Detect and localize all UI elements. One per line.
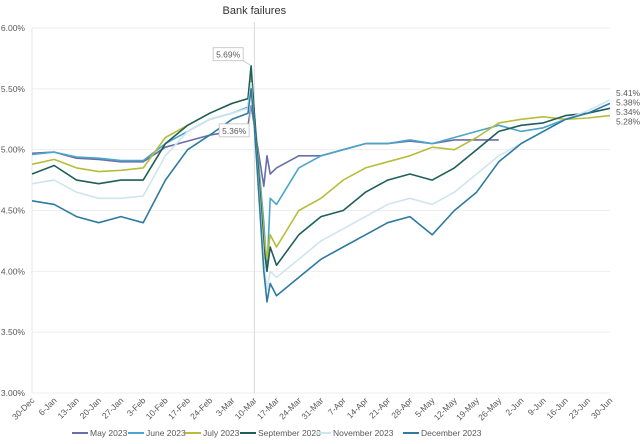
callouts: 5.69% 5.36%	[212, 47, 252, 138]
x-tick-label: 21-Apr	[367, 395, 392, 420]
x-tick-label: 17-Mar	[255, 395, 281, 421]
x-tick-label: 13-Jan	[55, 395, 81, 421]
end-value-label: 5.38%	[616, 98, 640, 108]
y-tick-label: 4.00%	[1, 266, 26, 276]
x-tick-label: 24-Mar	[277, 395, 303, 421]
legend-label: June 2023	[146, 428, 186, 438]
y-tick-label: 4.50%	[1, 206, 26, 216]
legend-label: November 2023	[333, 428, 394, 438]
x-tick-label: 30-Jun	[589, 395, 615, 421]
legend-item: July 2023	[185, 428, 240, 438]
x-tick-label: 10-Mar	[233, 395, 259, 421]
series-line-may-2023	[31, 105, 499, 187]
legend-item: December 2023	[403, 428, 482, 438]
gridlines	[31, 27, 610, 394]
x-tick-label: 2-Jun	[503, 395, 525, 417]
bank-failures-label: Bank failures	[223, 5, 287, 17]
y-axis: 3.00% 3.50% 4.00% 4.50% 5.00% 5.50% 6.00%	[1, 23, 26, 398]
y-tick-label: 5.50%	[1, 84, 26, 94]
series-line-december-2023	[31, 88, 611, 303]
x-tick-label: 17-Feb	[166, 395, 192, 421]
legend-label: July 2023	[203, 428, 240, 438]
x-tick-label: 20-Jan	[78, 395, 104, 421]
y-tick-label: 5.00%	[1, 145, 26, 155]
series-line-july-2023	[31, 69, 611, 260]
callout-label: 5.69%	[216, 50, 241, 60]
x-tick-label: 12-May	[432, 395, 460, 423]
x-tick-label: 10-Feb	[144, 395, 170, 421]
callout-box	[218, 123, 250, 138]
end-value-label: 5.34%	[616, 107, 640, 117]
callout-box	[212, 47, 244, 62]
legend: May 2023 June 2023 July 2023 September 2023…	[72, 428, 482, 438]
legend-item: May 2023	[72, 428, 128, 438]
y-tick-label: 6.00%	[1, 23, 26, 33]
x-tick-label: 27-Jan	[100, 395, 126, 421]
x-tick-label: 23-Jun	[567, 395, 593, 421]
bank-failures-annotation: Bank failures	[223, 5, 287, 393]
x-tick-label: 30-Dec	[10, 395, 37, 422]
y-tick-label: 3.00%	[1, 388, 26, 398]
legend-label: September 2023	[258, 428, 321, 438]
x-tick-label: 19-May	[454, 395, 482, 423]
x-tick-label: 24-Feb	[188, 395, 214, 421]
legend-label: May 2023	[90, 428, 128, 438]
series-lines	[31, 64, 611, 303]
legend-label: December 2023	[421, 428, 482, 438]
x-tick-label: 26-May	[476, 395, 504, 423]
legend-item: November 2023	[315, 428, 394, 438]
end-value-label: 5.41%	[616, 88, 640, 98]
end-labels: 5.41%5.38%5.34%5.28%	[616, 88, 640, 127]
series-line-november-2023	[31, 82, 611, 291]
callout-leader	[242, 60, 252, 67]
x-tick-label: 28-Apr	[389, 395, 414, 420]
legend-item: June 2023	[128, 428, 186, 438]
series-line-june-2023	[31, 80, 566, 273]
y-tick-label: 3.50%	[1, 327, 26, 337]
legend-item: September 2023	[240, 428, 321, 438]
x-tick-label: 31-Mar	[299, 395, 325, 421]
callout-label: 5.36%	[222, 126, 247, 136]
x-tick-label: 16-Jun	[544, 395, 570, 421]
series-line-september-2023	[31, 64, 611, 273]
x-tick-label: 14-Apr	[345, 395, 370, 420]
callout-leader	[248, 105, 252, 124]
end-value-label: 5.28%	[616, 117, 640, 127]
